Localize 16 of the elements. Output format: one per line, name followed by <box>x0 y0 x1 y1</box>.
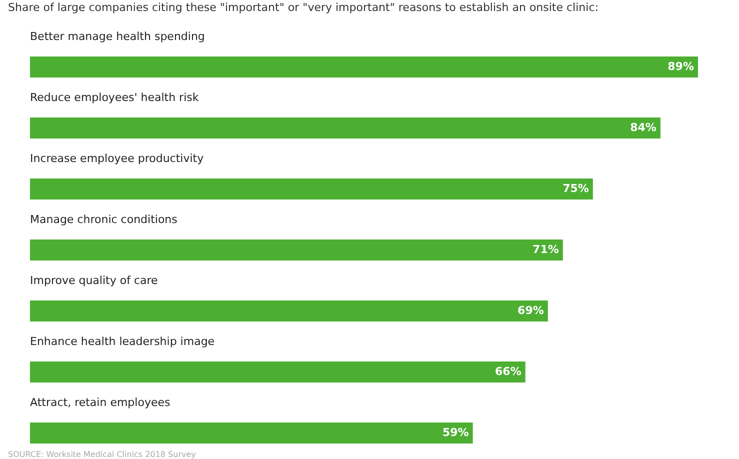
y-tick-label: Attract, retain employees <box>30 396 170 409</box>
chart-title: Share of large companies citing these "important" or "very important" reasons to establish an onsite clinic: <box>8 1 598 14</box>
y-tick-label: Better manage health spending <box>30 30 205 43</box>
y-tick-label: Reduce employees' health risk <box>30 91 200 104</box>
y-tick-label: Manage chronic conditions <box>30 213 178 226</box>
data-label: 84% <box>630 121 656 134</box>
y-tick-label: Improve quality of care <box>30 274 158 287</box>
source-note: SOURCE: Worksite Medical Clinics 2018 Survey <box>8 450 196 459</box>
data-label: 69% <box>518 304 544 317</box>
data-label: 66% <box>495 365 522 378</box>
data-label: 89% <box>668 60 694 73</box>
data-label: 59% <box>442 426 469 439</box>
y-tick-label: Increase employee productivity <box>30 152 204 165</box>
y-tick-label: Enhance health leadership image <box>30 335 215 348</box>
data-label: 71% <box>532 243 559 256</box>
data-label: 75% <box>562 182 589 195</box>
